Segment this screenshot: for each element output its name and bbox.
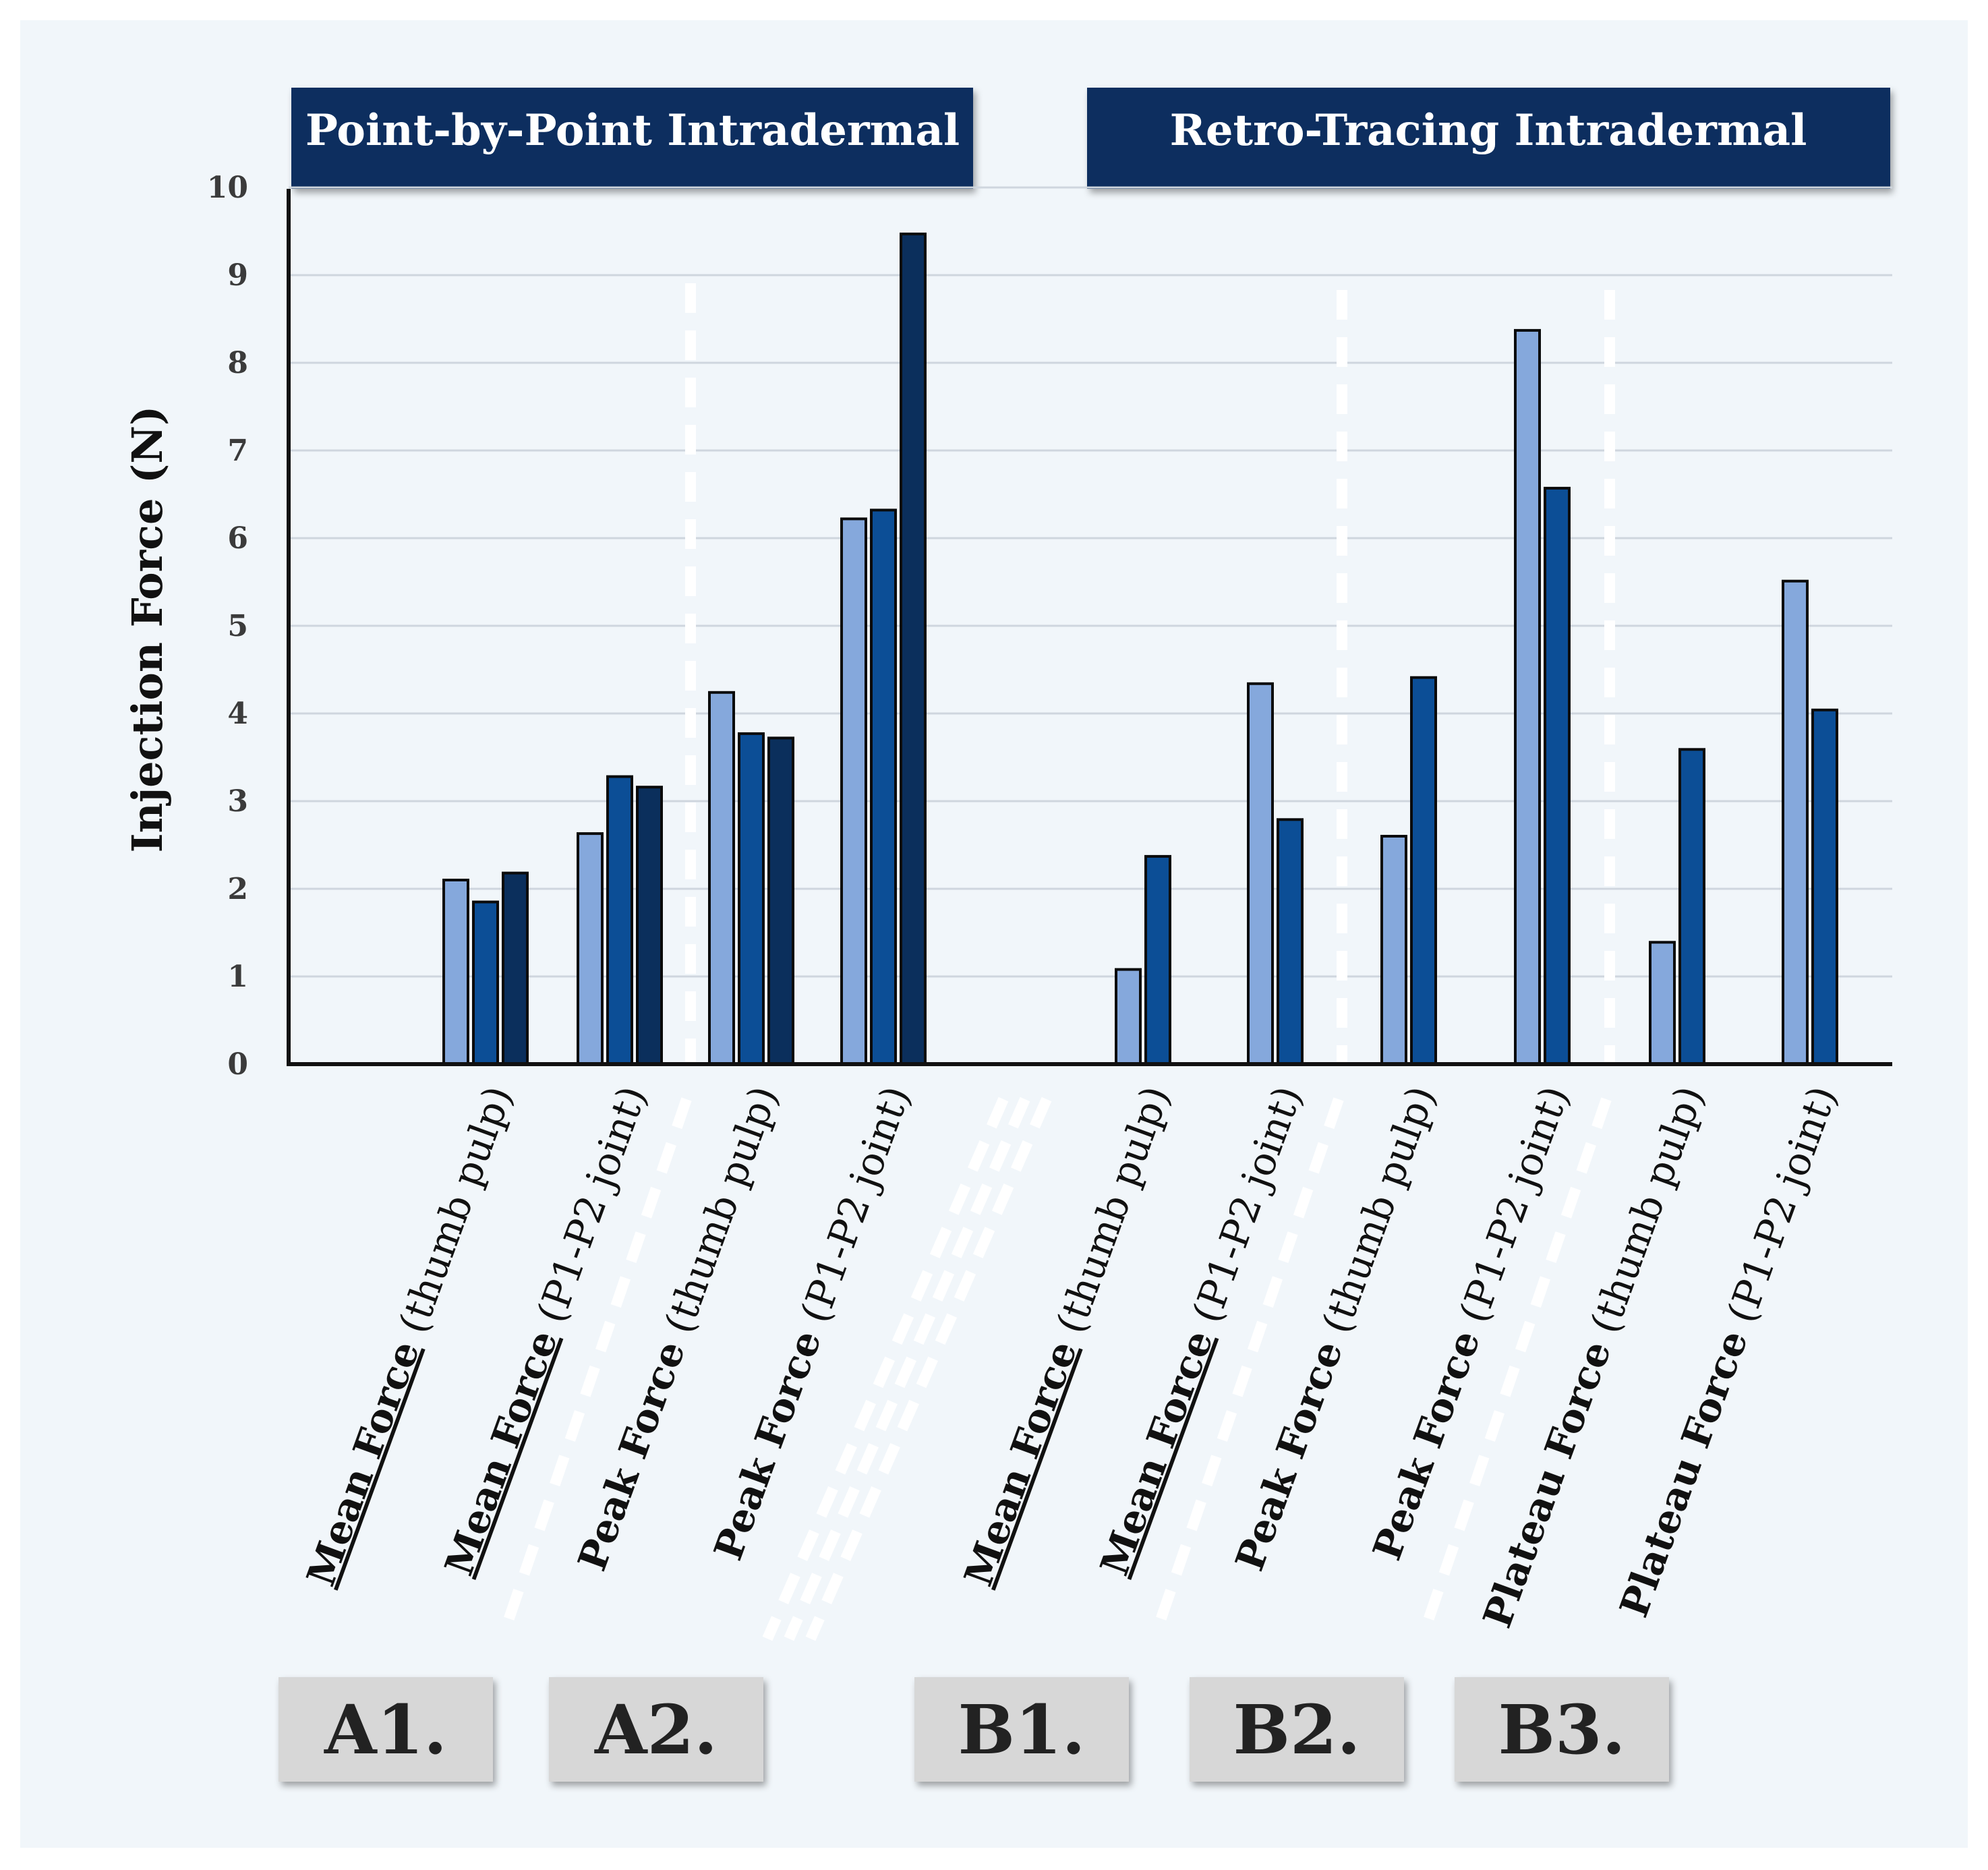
panel-label-box (1190, 1677, 1404, 1782)
y-tick-label: 5 (227, 609, 248, 643)
section-banner-retro-tracing (1087, 88, 1890, 189)
bar (442, 879, 469, 1065)
panel-label-text: B3. (1498, 1690, 1626, 1770)
bar (1514, 328, 1541, 1065)
y-tick-label: 2 (227, 872, 248, 906)
bar (900, 232, 927, 1065)
bar (1380, 835, 1407, 1065)
bar-series (442, 232, 1838, 1066)
bar (636, 786, 663, 1065)
bar (1144, 854, 1171, 1066)
bar (840, 517, 867, 1065)
bar (870, 508, 897, 1065)
panel-label-text: A1. (324, 1690, 447, 1770)
panel-label-text: B1. (958, 1690, 1086, 1770)
y-tick-label: 1 (227, 960, 248, 994)
panel-label: B2. (1190, 1677, 1404, 1782)
bar (708, 691, 735, 1066)
bar (1678, 748, 1705, 1066)
bar (738, 732, 765, 1066)
bar (1649, 941, 1676, 1066)
y-tick-label: 3 (227, 784, 248, 819)
bar (1247, 682, 1274, 1065)
section-title-text: Retro-Tracing Intradermal (1170, 105, 1807, 156)
panel-label: B3. (1455, 1677, 1669, 1782)
bar (1410, 676, 1437, 1065)
y-tick-label: 9 (227, 258, 248, 293)
bar (577, 832, 604, 1065)
panel-label-box (914, 1677, 1129, 1782)
section-title-retro-tracing: Retro-Tracing Intradermal (1087, 88, 1890, 189)
panel-label: B1. (914, 1677, 1129, 1782)
axes (287, 189, 1892, 1066)
panel-labels: A1. A2. B1. B2. B3. (279, 1677, 1669, 1782)
panel-label-box (279, 1677, 493, 1782)
chart-background (20, 20, 1968, 1848)
bar (767, 736, 794, 1066)
section-separators (499, 283, 1615, 1641)
y-axis-label: Injection Force (N) (123, 406, 172, 853)
separator-dash (784, 1097, 1030, 1641)
bar (606, 775, 633, 1065)
bar (1782, 579, 1809, 1065)
gridlines (289, 186, 1892, 978)
bar (1115, 968, 1142, 1065)
section-title-point-by-point: Point-by-Point Intradermal (291, 88, 973, 189)
panel-label-text: A2. (594, 1690, 718, 1770)
y-tick-label: 7 (227, 434, 248, 468)
y-tick-label: 0 (227, 1047, 248, 1082)
bar (1277, 818, 1304, 1066)
y-tick-label: 8 (227, 346, 248, 380)
bar (472, 900, 499, 1065)
y-tick-label: 4 (227, 697, 248, 731)
panel-label-box (1455, 1677, 1669, 1782)
y-tick-label: 6 (227, 521, 248, 556)
separator-dash (762, 1097, 1009, 1641)
panel-label: A1. (279, 1677, 493, 1782)
y-tick-label: 10 (207, 171, 248, 205)
bar (502, 871, 529, 1065)
y-axis-ticks: 0 1 2 3 4 5 6 7 8 9 10 (207, 171, 248, 1082)
bar (1811, 708, 1838, 1066)
panel-label-box (549, 1677, 763, 1782)
bar (1544, 486, 1571, 1065)
section-title-text: Point-by-Point Intradermal (305, 105, 960, 156)
panel-label-text: B2. (1233, 1690, 1361, 1770)
separator-dash (805, 1097, 1052, 1641)
panel-label: A2. (549, 1677, 763, 1782)
section-banner-point-by-point (291, 88, 973, 189)
